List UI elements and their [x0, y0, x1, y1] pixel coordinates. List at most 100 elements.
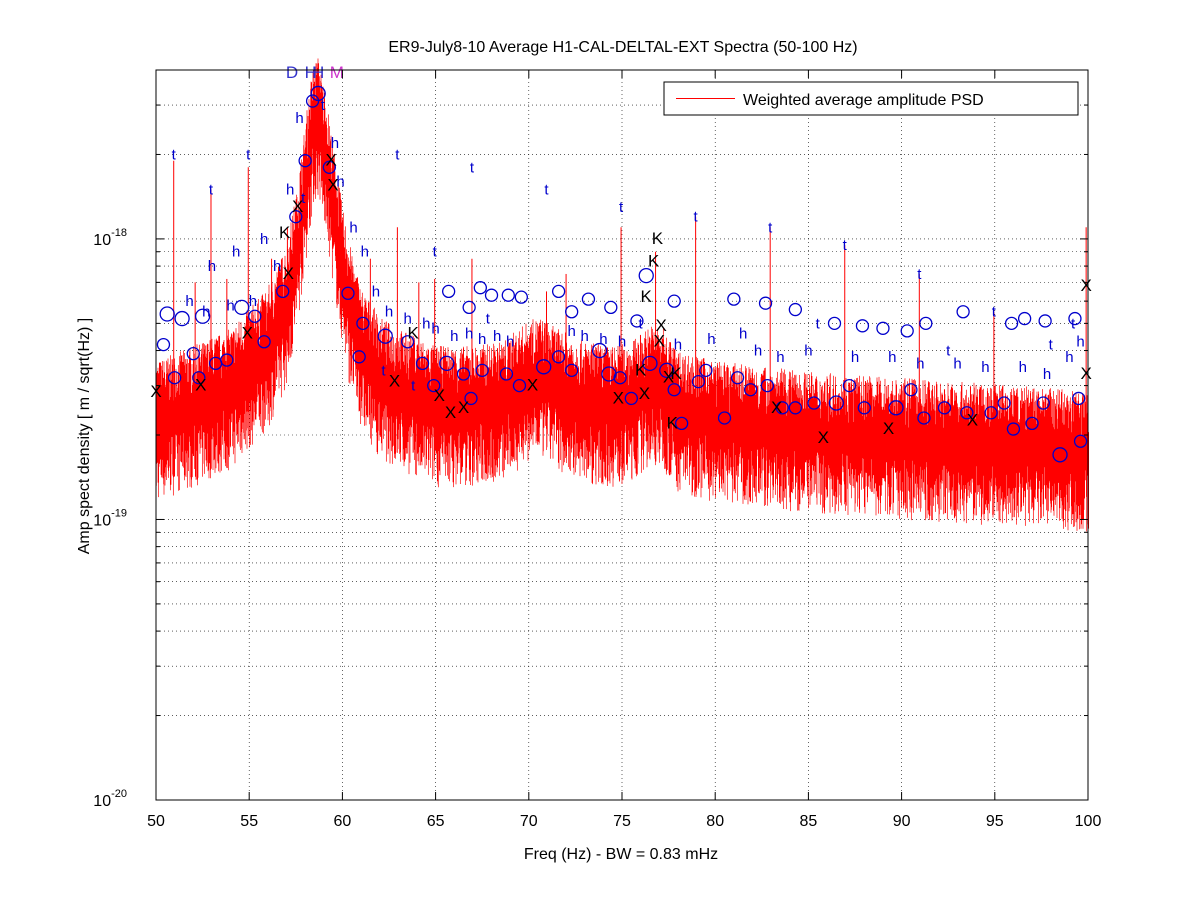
axis-ticks	[155, 70, 1089, 800]
circle-marker	[174, 310, 190, 327]
h-marker: h	[851, 349, 859, 366]
circle-marker	[341, 286, 355, 300]
circle-marker	[857, 401, 871, 415]
circle-marker	[760, 378, 775, 393]
h-marker: h	[478, 331, 486, 348]
circle-marker	[186, 346, 200, 361]
circle-marker	[642, 355, 658, 372]
k-marker: K	[667, 413, 679, 432]
h-marker: h	[568, 323, 576, 340]
circle-marker	[667, 294, 681, 308]
h-marker: h	[185, 293, 193, 310]
t-marker: t	[172, 146, 177, 163]
circle-marker	[551, 350, 566, 364]
circle-marker	[462, 300, 476, 315]
h-marker: h	[260, 231, 268, 248]
circle-marker	[456, 367, 471, 381]
circle-marker	[352, 350, 366, 364]
h-marker: h	[599, 331, 607, 348]
circle-marker	[248, 309, 262, 323]
circle-marker	[565, 363, 579, 377]
circle-marker	[484, 288, 499, 302]
circle-marker	[828, 395, 845, 411]
h-marker: h	[1076, 334, 1084, 351]
h-marker: h	[888, 349, 896, 366]
circle-marker	[717, 411, 732, 425]
circle-marker	[167, 371, 182, 385]
circle-marker	[743, 383, 758, 397]
x-tick-label: 100	[1075, 813, 1102, 830]
x-tick-label: 95	[986, 813, 1004, 830]
circle-marker	[441, 284, 456, 299]
circle-marker	[310, 85, 326, 102]
h-marker: h	[916, 355, 924, 372]
circle-marker	[919, 316, 933, 331]
t-marker: t	[381, 362, 386, 379]
h-marker: h	[232, 244, 240, 261]
y-tick-label: 10-20	[93, 788, 127, 810]
t-marker: t	[411, 378, 416, 395]
circle-marker	[565, 305, 579, 319]
t-marker: t	[301, 190, 306, 207]
x-marker: X	[1080, 276, 1091, 295]
t-marker: t	[843, 237, 848, 254]
x-marker: X	[883, 419, 894, 438]
circle-marker	[234, 299, 250, 316]
x-marker: X	[327, 176, 338, 195]
y-tick-label: 10-19	[93, 507, 127, 529]
h-marker: h	[1065, 349, 1073, 366]
x-marker: X	[389, 372, 400, 391]
h-marker: h	[776, 349, 784, 366]
h-marker: h	[953, 355, 961, 372]
x-axis-label: Freq (Hz) - BW = 0.83 mHz	[524, 846, 718, 863]
x-marker: X	[818, 428, 829, 447]
circle-marker	[1052, 447, 1068, 463]
x-tick-label: 80	[706, 813, 724, 830]
h-marker: h	[431, 320, 439, 337]
h-marker: h	[208, 258, 216, 275]
h-marker: h	[331, 135, 339, 152]
t-marker: t	[816, 315, 821, 332]
x-marker: X	[663, 368, 674, 387]
circle-marker	[624, 391, 638, 406]
circle-marker	[900, 324, 914, 338]
circle-marker	[788, 302, 803, 317]
peak-label: H	[312, 63, 324, 82]
circle-marker	[667, 383, 681, 397]
circle-marker	[1025, 416, 1039, 431]
t-marker: t	[694, 209, 699, 226]
circle-marker	[1072, 391, 1086, 406]
y-tick-labels: 10-18 10-19 10-20	[93, 227, 127, 810]
y-axis-label: Amp spect density [ m / sqrt(Hz) ]	[76, 318, 93, 555]
circle-marker	[674, 416, 689, 431]
k-marker: K	[648, 252, 660, 271]
h-marker: h	[403, 311, 411, 328]
circle-marker	[464, 391, 478, 406]
circle-marker	[842, 378, 857, 393]
t-marker: t	[544, 182, 549, 199]
circle-marker	[322, 160, 337, 174]
circle-marker	[499, 367, 514, 381]
h-marker: h	[336, 174, 344, 191]
x-marker: X	[283, 264, 294, 283]
circle-marker	[876, 321, 890, 335]
circle-marker	[984, 406, 998, 420]
t-marker: t	[768, 219, 773, 236]
circle-marker	[377, 328, 393, 344]
circle-marker	[659, 362, 675, 378]
circle-marker	[937, 401, 952, 415]
circle-marker	[415, 356, 430, 371]
circle-marker	[1038, 314, 1052, 328]
x-marker: X	[527, 376, 538, 395]
circle-marker	[356, 316, 370, 331]
x-tick-label: 55	[240, 813, 258, 830]
x-tick-label: 50	[147, 813, 165, 830]
circle-marker	[888, 400, 904, 416]
t-marker: t	[917, 266, 922, 283]
legend-entry-weighted-average: Weighted average amplitude PSD	[743, 92, 984, 109]
circle-marker	[997, 396, 1011, 410]
circle-marker	[604, 300, 618, 315]
t-marker: t	[433, 244, 438, 261]
